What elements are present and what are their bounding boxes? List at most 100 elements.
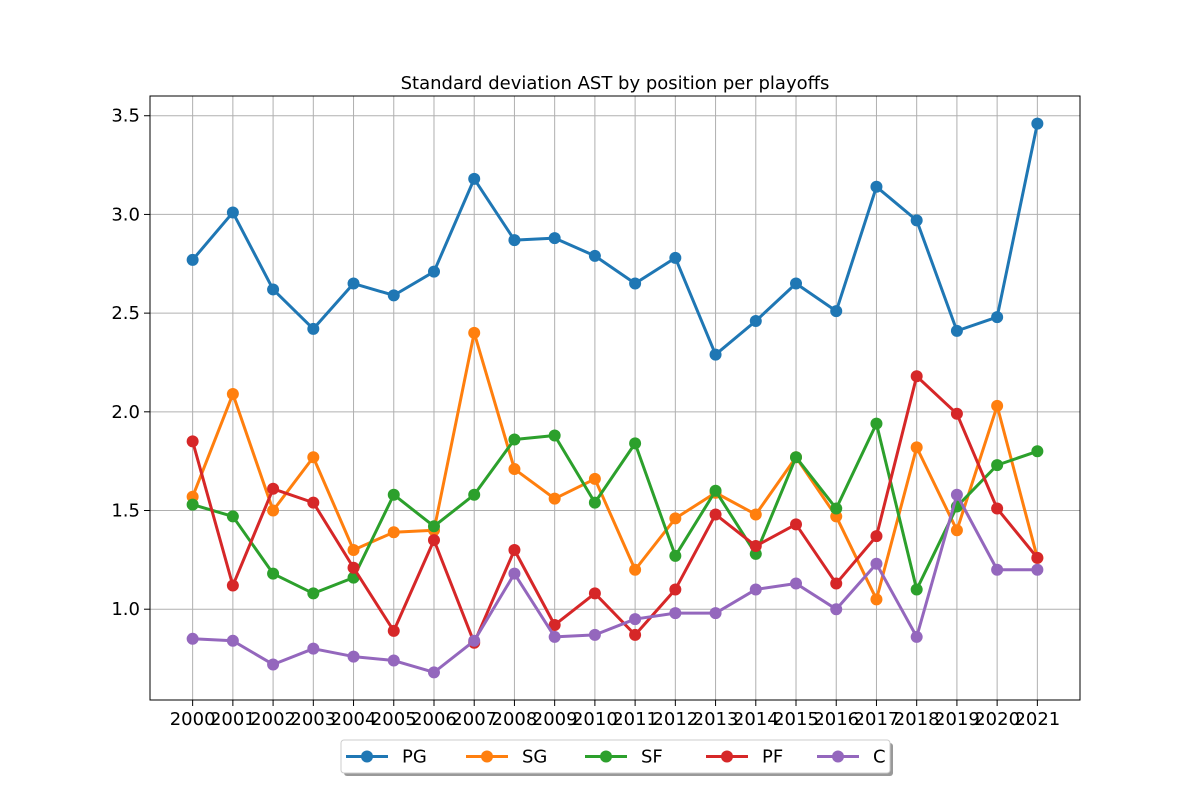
data-point-pg [347,277,360,290]
data-point-c [307,642,320,655]
data-point-c [548,630,561,643]
x-tick-label: 2002 [250,709,296,730]
data-point-sg [991,399,1004,412]
data-point-pf [427,534,440,547]
data-point-c [629,613,642,626]
x-tick-label: 2006 [411,709,457,730]
data-point-sf [790,451,803,464]
data-point-pf [267,482,280,495]
data-point-sf [588,496,601,509]
data-point-pf [548,618,561,631]
data-point-pg [427,265,440,278]
data-point-pg [669,251,682,264]
legend-label-pg: PG [402,747,427,768]
data-point-c [427,666,440,679]
data-point-c [468,634,481,647]
data-point-sg [669,512,682,525]
data-point-pg [226,206,239,219]
data-point-pf [387,624,400,637]
data-point-sf [508,433,521,446]
x-tick-label: 2011 [612,709,658,730]
data-point-pg [267,283,280,296]
x-tick-label: 2009 [532,709,578,730]
y-tick-label: 2.0 [111,402,140,423]
x-tick-label: 2005 [371,709,417,730]
data-point-sf [629,437,642,450]
data-point-sg [588,472,601,485]
data-point-pg [307,322,320,335]
data-point-pg [749,315,762,328]
data-point-sf [548,429,561,442]
x-tick-label: 2016 [813,709,859,730]
data-point-c [186,632,199,645]
data-point-pf [588,587,601,600]
axes: 2000200120022003200420052006200720082009… [111,106,1060,730]
data-point-pf [950,407,963,420]
data-point-c [267,658,280,671]
data-point-pf [830,577,843,590]
x-tick-label: 2020 [974,709,1020,730]
legend-marker-sf [600,750,612,763]
x-tick-label: 2003 [290,709,336,730]
data-point-sf [870,417,883,430]
data-point-sf [387,488,400,501]
data-point-sf [267,567,280,580]
data-point-sf [1031,445,1044,458]
data-point-c [588,628,601,641]
data-point-sf [427,520,440,533]
data-point-c [749,583,762,596]
data-point-pg [991,311,1004,324]
x-tick-label: 2018 [894,709,940,730]
x-tick-label: 2001 [210,709,256,730]
series-line-pf [191,374,1039,645]
data-point-sg [307,451,320,464]
y-tick-label: 1.0 [111,599,140,620]
y-tick-label: 1.5 [111,501,140,522]
data-point-pf [226,579,239,592]
data-point-sg [267,504,280,517]
data-point-pf [749,540,762,553]
data-point-pf [1031,551,1044,564]
data-point-c [226,634,239,647]
series-line-sf [191,422,1039,595]
data-point-sf [991,459,1004,472]
data-point-sg [508,463,521,476]
data-point-pg [588,249,601,262]
data-point-sg [910,441,923,454]
legend-marker-pf [721,750,733,763]
data-point-pf [870,530,883,543]
legend-label-pf: PF [762,747,783,768]
series-c [186,488,1044,679]
x-tick-label: 2008 [492,709,538,730]
x-tick-label: 2015 [773,709,819,730]
x-tick-label: 2014 [733,709,779,730]
data-point-sf [669,549,682,562]
chart-title: Standard deviation AST by position per p… [401,73,830,94]
data-point-c [870,557,883,570]
y-tick-label: 2.5 [111,303,140,324]
data-point-pf [347,561,360,574]
legend-label-c: C [873,747,886,768]
data-point-pg [709,348,722,361]
data-point-sg [387,526,400,539]
series-line-sg [191,331,1039,601]
data-point-sg [347,543,360,556]
y-tick-label: 3.5 [111,106,140,127]
data-point-c [709,607,722,620]
data-point-sg [629,563,642,576]
plot-area-frame [149,95,1081,701]
series-pf [186,370,1044,649]
data-point-sf [307,587,320,600]
data-point-sf [226,510,239,523]
data-point-pf [669,583,682,596]
data-point-pf [709,508,722,521]
data-point-pg [870,180,883,193]
data-point-sg [950,524,963,537]
data-point-sf [830,502,843,515]
data-point-c [1031,563,1044,576]
data-point-c [347,650,360,663]
y-tick-label: 3.0 [111,204,140,225]
data-point-c [910,630,923,643]
data-point-pg [468,172,481,185]
legend-marker-sg [481,750,493,763]
